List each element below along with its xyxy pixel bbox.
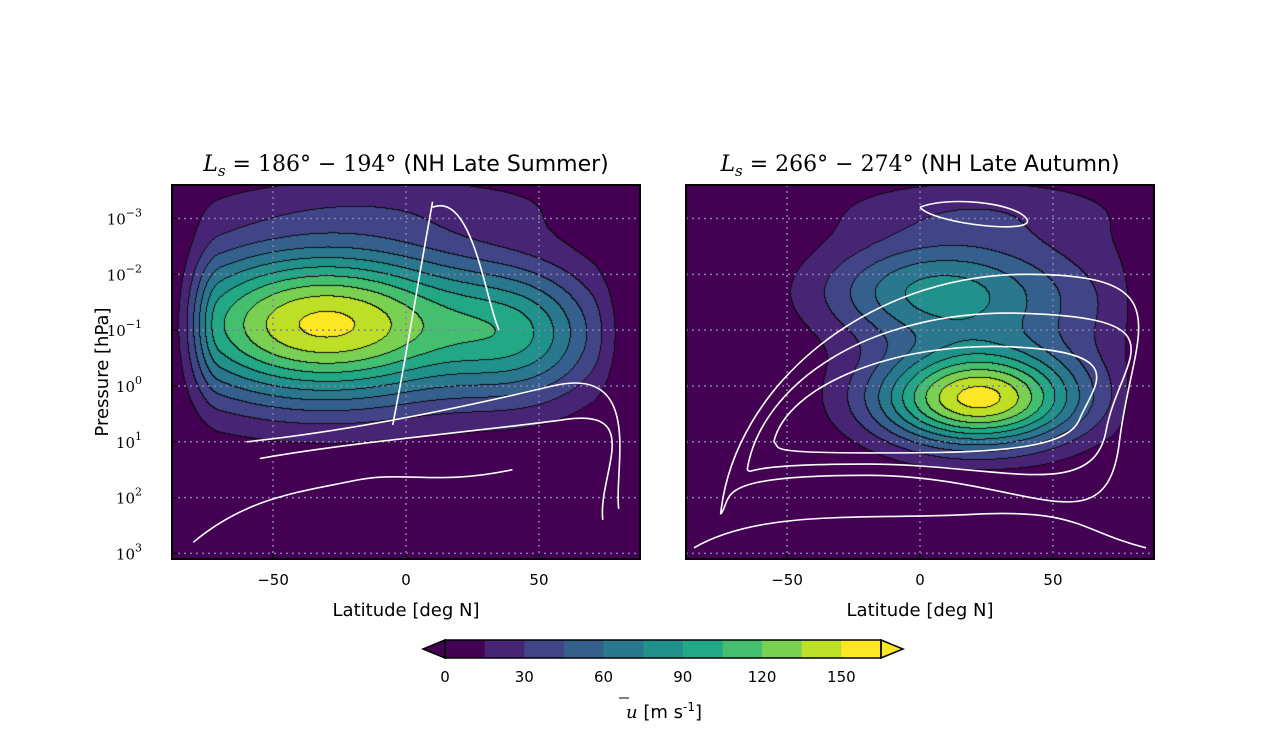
colorbar-segment <box>643 640 684 658</box>
white-contour <box>693 512 1147 549</box>
left-ytick-exponent: 3 <box>135 541 142 554</box>
left-ytick-exponent: −2 <box>126 262 142 275</box>
colorbar-tick-label: 120 <box>748 668 777 686</box>
left-title: Ls = 186° − 194° (NH Late Summer) <box>202 152 609 180</box>
white-contour <box>919 200 1029 228</box>
white-contour <box>773 345 1098 454</box>
colorbar-segment <box>762 640 803 658</box>
left-ytick-exponent: 0 <box>135 374 142 387</box>
left-ytick-label: 10−1 <box>107 318 142 340</box>
left-xtick-label: 50 <box>529 571 548 589</box>
white-contour <box>259 417 613 520</box>
left-ytick-exponent: −3 <box>126 206 142 219</box>
left-ytick-exponent: 1 <box>135 430 142 443</box>
right-xtick-label: −50 <box>771 571 803 589</box>
right-xlabel: Latitude [deg N] <box>847 600 994 621</box>
left-ytick-label: 103 <box>116 541 142 563</box>
colorbar-segment <box>524 640 565 658</box>
colorbar-segment <box>563 640 605 658</box>
right-xtick-label: 50 <box>1043 571 1062 589</box>
white-contour <box>746 312 1132 476</box>
right-xtick-label: 0 <box>915 571 925 589</box>
colorbar-extend-max <box>880 638 905 660</box>
colorbar-extend-min <box>421 638 446 660</box>
colorbar-segment <box>445 640 486 658</box>
white-contour <box>719 273 1140 515</box>
white-contour <box>192 468 513 543</box>
left-xtick-label: 0 <box>401 571 411 589</box>
right-panel: Ls = 266° − 274° (NH Late Autumn) −50 0 50… <box>685 152 1155 621</box>
colorbar-segment <box>682 640 723 658</box>
colorbar-segment <box>801 640 842 658</box>
colorbar-tick-label: 150 <box>827 668 856 686</box>
left-ytick-label: 10−3 <box>107 206 142 228</box>
left-ytick-label: 102 <box>116 486 142 508</box>
left-ytick-label: 101 <box>116 430 142 452</box>
left-ytick-label: 100 <box>116 374 142 396</box>
colorbar-segment <box>722 640 763 658</box>
colorbar-tick-label: 0 <box>440 668 450 686</box>
colorbar-frame <box>444 639 882 659</box>
left-ytick-exponent: 2 <box>135 486 142 499</box>
left-ylabel: Pressure [hPa] <box>92 307 113 436</box>
white-contour <box>432 204 500 331</box>
right-title: Ls = 266° − 274° (NH Late Autumn) <box>719 152 1119 180</box>
colorbar-label: u [m s-1] <box>626 700 702 723</box>
white-contour <box>391 201 434 426</box>
colorbar-tick-label: 60 <box>594 668 613 686</box>
colorbar-segment <box>841 640 882 658</box>
left-xtick-label: −50 <box>257 571 289 589</box>
colorbar: 0 30 60 90 120 150 u [m s-1] <box>421 638 905 723</box>
colorbar-segment <box>603 640 644 658</box>
left-panel: Ls = 186° − 194° (NH Late Summer) −50 0 50… <box>92 152 641 621</box>
colorbar-tick-label: 90 <box>673 668 692 686</box>
left-ytick-label: 10−2 <box>107 262 142 284</box>
white-contour <box>246 382 621 509</box>
left-xlabel: Latitude [deg N] <box>333 600 480 621</box>
colorbar-tick-label: 30 <box>515 668 534 686</box>
colorbar-segment <box>484 640 525 658</box>
left-ytick-exponent: −1 <box>126 318 142 331</box>
